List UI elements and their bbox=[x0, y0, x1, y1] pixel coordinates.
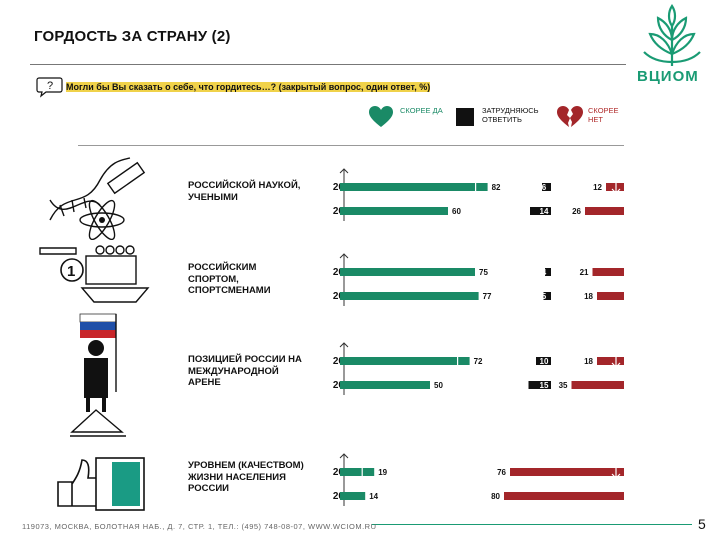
yes-bar bbox=[340, 468, 375, 476]
yes-bar bbox=[340, 381, 430, 389]
no-value-label: 18 bbox=[584, 292, 593, 301]
footer-divider bbox=[372, 524, 692, 525]
hard-value-label: 10 bbox=[540, 357, 549, 366]
no-value-label: 18 bbox=[584, 357, 593, 366]
hard-value-label: 15 bbox=[540, 381, 549, 390]
wciom-logo-tree-icon bbox=[643, 4, 701, 66]
legend-no: СКОРЕЕ НЕТ bbox=[588, 106, 619, 124]
section-divider bbox=[78, 145, 624, 146]
yes-value-label: 50 bbox=[434, 381, 443, 390]
category-label: ПОЗИЦИЕЙ РОССИИ НА МЕЖДУНАРОДНОЙ АРЕНЕ bbox=[188, 354, 302, 388]
hard-bar bbox=[543, 292, 551, 300]
science-dna-atom-icon bbox=[49, 157, 146, 240]
yes-bar bbox=[340, 357, 470, 365]
yes-value-label: 14 bbox=[369, 492, 378, 501]
year-axis-arrow bbox=[339, 342, 349, 348]
yes-bar bbox=[340, 207, 448, 215]
no-bar bbox=[597, 357, 624, 365]
hard-bar bbox=[536, 357, 551, 365]
yes-bar bbox=[340, 268, 475, 276]
header-divider bbox=[30, 64, 626, 65]
yes-bar bbox=[340, 292, 479, 300]
hard-value-label: 5 bbox=[542, 292, 547, 301]
no-bar bbox=[510, 468, 624, 476]
category-label: УРОВНЕМ (КАЧЕСТВОМ) ЖИЗНИ НАСЕЛЕНИЯ РОСС… bbox=[188, 460, 304, 494]
hard-value-label: 14 bbox=[540, 207, 549, 216]
russia-flag-figure-icon bbox=[70, 313, 126, 437]
trend-down-arrow-icon bbox=[611, 352, 621, 368]
svg-text:?: ? bbox=[47, 80, 53, 92]
page-title: ГОРДОСТЬ ЗА СТРАНУ (2) bbox=[34, 28, 231, 45]
hard-bar bbox=[542, 183, 551, 191]
yes-bar bbox=[340, 492, 366, 500]
question-text: Могли бы Вы сказать о себе, что гордитес… bbox=[66, 82, 431, 92]
year-axis-arrow bbox=[339, 453, 349, 459]
trend-up-arrow-icon bbox=[453, 351, 463, 367]
no-value-label: 76 bbox=[497, 468, 506, 477]
yes-value-label: 77 bbox=[483, 292, 492, 301]
footer-address: 119073, МОСКВА, БОЛОТНАЯ НАБ., Д. 7, СТР… bbox=[22, 522, 377, 531]
thumbs-up-green-box-icon bbox=[57, 457, 145, 511]
green-heart-icon bbox=[369, 106, 393, 127]
no-value-label: 21 bbox=[580, 268, 589, 277]
svg-text:1: 1 bbox=[67, 263, 75, 280]
no-bar bbox=[606, 183, 624, 191]
trend-down-arrow-icon bbox=[611, 463, 621, 479]
hard-bar bbox=[528, 381, 551, 389]
hard-value-label: 6 bbox=[542, 183, 547, 192]
page-number: 5 bbox=[698, 516, 706, 532]
year-axis-arrow bbox=[339, 253, 349, 259]
no-value-label: 26 bbox=[572, 207, 581, 216]
legend-yes: СКОРЕЕ ДА bbox=[400, 106, 443, 115]
logo-text: ВЦИОМ bbox=[637, 68, 699, 85]
no-bar bbox=[592, 268, 624, 276]
question-label: Могли бы Вы сказать о себе, что гордитес… bbox=[66, 82, 431, 92]
year-axis-arrow bbox=[339, 168, 349, 174]
question-bubble-icon: ? bbox=[36, 77, 63, 98]
trend-up-arrow-icon bbox=[357, 462, 367, 478]
broken-heart-icon bbox=[557, 106, 583, 127]
yes-value-label: 75 bbox=[479, 268, 488, 277]
trend-up-arrow-icon bbox=[471, 177, 481, 193]
yes-bar bbox=[340, 183, 488, 191]
no-bar bbox=[504, 492, 624, 500]
sport-podium-icon: 1 bbox=[39, 245, 150, 303]
hard-bar bbox=[530, 207, 551, 215]
category-label: РОССИЙСКИМ СПОРТОМ, СПОРТСМЕНАМИ bbox=[188, 262, 271, 296]
no-value-label: 12 bbox=[593, 183, 602, 192]
no-bar bbox=[585, 207, 624, 215]
yes-value-label: 82 bbox=[492, 183, 501, 192]
category-label: РОССИЙСКОЙ НАУКОЙ, УЧЕНЫМИ bbox=[188, 180, 301, 203]
yes-value-label: 60 bbox=[452, 207, 461, 216]
yes-value-label: 19 bbox=[378, 468, 387, 477]
hard-value-label: 4 bbox=[542, 268, 547, 277]
no-value-label: 80 bbox=[491, 492, 500, 501]
legend-hard: ЗАТРУДНЯЮСЬ ОТВЕТИТЬ bbox=[482, 106, 539, 124]
hard-bar bbox=[545, 268, 551, 276]
yes-value-label: 72 bbox=[474, 357, 483, 366]
legend-hard-swatch bbox=[456, 108, 474, 126]
no-bar bbox=[597, 292, 624, 300]
no-bar bbox=[571, 381, 624, 389]
no-value-label: 35 bbox=[559, 381, 568, 390]
trend-down-arrow-icon bbox=[611, 178, 621, 194]
